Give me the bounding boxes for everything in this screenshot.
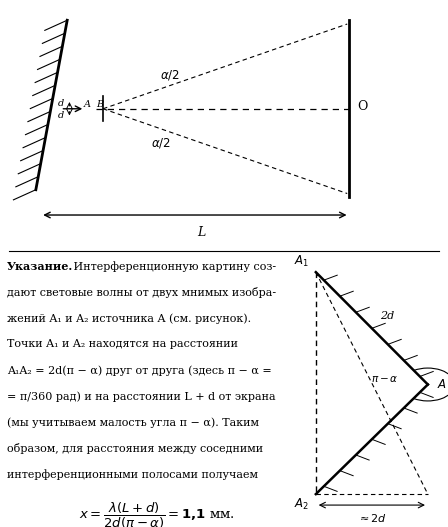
Text: d: d bbox=[57, 111, 64, 120]
Text: A: A bbox=[84, 101, 91, 110]
Text: $\pi - \alpha$: $\pi - \alpha$ bbox=[371, 374, 399, 384]
Text: дают световые волны от двух мнимых изобра-: дают световые волны от двух мнимых изобр… bbox=[7, 287, 276, 298]
Text: $x = \dfrac{\lambda(L + d)}{2d(\pi - \alpha)} = \mathbf{1{,}1}$ мм.: $x = \dfrac{\lambda(L + d)}{2d(\pi - \al… bbox=[79, 501, 235, 527]
Text: интерференционными полосами получаем: интерференционными полосами получаем bbox=[7, 470, 258, 480]
Text: Интерференционную картину соз-: Интерференционную картину соз- bbox=[70, 261, 276, 272]
Text: Точки A₁ и A₂ находятся на расстоянии: Точки A₁ и A₂ находятся на расстоянии bbox=[7, 339, 238, 349]
Text: (мы учитываем малость угла π − α). Таким: (мы учитываем малость угла π − α). Таким bbox=[7, 417, 259, 428]
Text: A₁A₂ = 2d(π − α) друг от друга (здесь π − α =: A₁A₂ = 2d(π − α) друг от друга (здесь π … bbox=[7, 365, 271, 376]
Text: $\approx 2d$: $\approx 2d$ bbox=[357, 512, 387, 524]
Text: O: O bbox=[358, 100, 368, 113]
Text: жений A₁ и A₂ источника A (см. рисунок).: жений A₁ и A₂ источника A (см. рисунок). bbox=[7, 313, 251, 324]
Text: $A_1$: $A_1$ bbox=[294, 255, 309, 269]
Text: образом, для расстояния между соседними: образом, для расстояния между соседними bbox=[7, 443, 263, 454]
Text: d: d bbox=[57, 99, 64, 108]
Text: L: L bbox=[198, 226, 206, 239]
Text: 2d: 2d bbox=[380, 311, 395, 321]
Text: $\alpha/2$: $\alpha/2$ bbox=[151, 136, 171, 150]
Text: B: B bbox=[96, 101, 103, 110]
Text: $A_2$: $A_2$ bbox=[294, 497, 309, 512]
Text: $\alpha/2$: $\alpha/2$ bbox=[160, 67, 180, 82]
Text: = π/360 рад) и на расстоянии L + d от экрана: = π/360 рад) и на расстоянии L + d от эк… bbox=[7, 392, 276, 402]
Text: Указание.: Указание. bbox=[7, 261, 73, 272]
Text: $A$: $A$ bbox=[437, 378, 447, 391]
